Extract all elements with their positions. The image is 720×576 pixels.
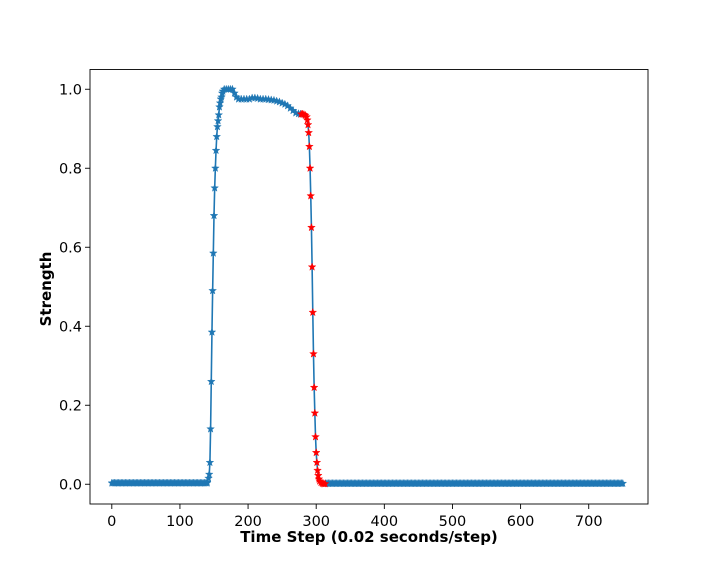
data-point <box>209 211 219 220</box>
data-point <box>618 478 628 488</box>
series-markers-base <box>107 84 628 488</box>
x-tick-label: 0 <box>107 514 116 530</box>
data-point-highlight <box>311 448 321 457</box>
data-point-highlight <box>306 191 316 200</box>
y-tick-label: 0.4 <box>59 319 82 335</box>
data-point-highlight <box>307 262 317 271</box>
y-axis: 0.0 0.2 0.4 0.6 0.8 1.0 <box>59 82 90 493</box>
data-point-highlight <box>305 163 315 172</box>
data-point <box>207 327 217 336</box>
x-tick-label: 400 <box>370 514 398 530</box>
data-point-highlight <box>302 115 312 124</box>
y-tick-label: 1.0 <box>59 82 82 98</box>
data-point-highlight <box>311 432 320 441</box>
data-point <box>204 469 214 479</box>
data-point-highlight <box>312 457 322 467</box>
data-point <box>206 376 216 386</box>
series-markers-highlight <box>296 109 330 488</box>
data-point <box>211 163 220 172</box>
data-point <box>214 110 224 119</box>
x-axis-title: Time Step (0.02 seconds/step) <box>240 528 498 546</box>
data-point-highlight <box>308 307 318 317</box>
y-axis-title: Strength <box>37 252 55 327</box>
y-tick-label: 0.8 <box>59 161 82 177</box>
x-tick-label: 700 <box>575 514 603 530</box>
data-point-highlight <box>309 349 318 358</box>
data-point <box>211 145 221 155</box>
data-point <box>212 132 222 141</box>
data-point-highlight <box>303 120 313 129</box>
data-point-highlight <box>304 128 314 137</box>
y-tick-label: 0.6 <box>59 240 82 256</box>
data-point <box>208 248 218 257</box>
x-tick-label: 200 <box>234 514 262 530</box>
data-point-highlight <box>320 479 330 488</box>
data-point <box>208 286 217 295</box>
x-tick-label: 500 <box>439 514 467 530</box>
x-axis: 0 100 200 300 400 500 600 700 <box>107 504 603 530</box>
data-point-highlight <box>313 465 322 475</box>
data-point <box>213 122 222 131</box>
series-layer <box>107 84 628 488</box>
x-tick-label: 100 <box>166 514 194 530</box>
data-point <box>206 424 215 433</box>
plot-area <box>90 69 648 504</box>
data-point <box>230 88 239 97</box>
data-point <box>210 183 220 192</box>
y-tick-label: 0.2 <box>59 398 82 414</box>
x-tick-label: 300 <box>302 514 330 530</box>
data-point <box>213 116 223 125</box>
plot-frame <box>89 69 649 505</box>
y-tick-label: 0.0 <box>59 477 82 493</box>
data-point-highlight <box>307 222 316 232</box>
x-tick-label: 600 <box>507 514 535 530</box>
data-point-highlight <box>309 382 319 392</box>
data-point-highlight <box>310 408 320 417</box>
data-point-highlight <box>305 141 314 151</box>
data-point <box>205 457 215 467</box>
data-point <box>228 84 237 93</box>
